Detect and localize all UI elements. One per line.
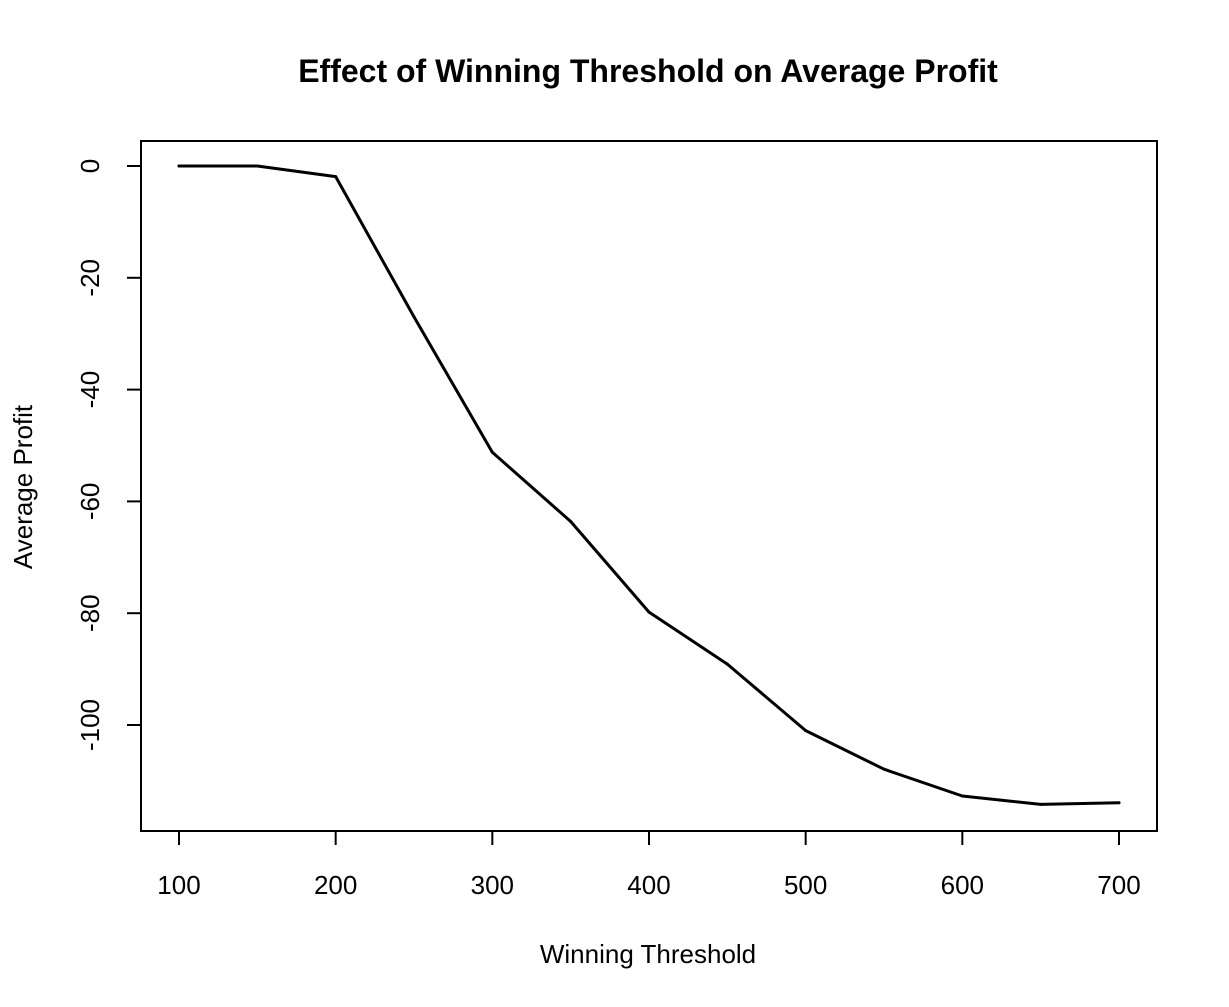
data-point <box>255 164 259 168</box>
x-tick-label: 200 <box>314 870 357 900</box>
data-point <box>177 164 181 168</box>
data-point <box>725 662 729 666</box>
x-axis-label: Winning Threshold <box>540 939 756 969</box>
data-point <box>882 767 886 771</box>
data-point <box>412 315 416 319</box>
data-point <box>960 794 964 798</box>
y-tick-label: -100 <box>75 699 105 751</box>
x-tick-label: 300 <box>471 870 514 900</box>
data-point <box>804 729 808 733</box>
y-tick-label: -60 <box>75 483 105 521</box>
y-tick-label: -20 <box>75 259 105 297</box>
data-point <box>1039 802 1043 806</box>
x-tick-label: 100 <box>157 870 200 900</box>
data-point <box>334 175 338 179</box>
plot-frame <box>140 140 1158 832</box>
x-tick-label: 500 <box>784 870 827 900</box>
y-axis-label: Average Profit <box>8 404 38 569</box>
y-tick-label: -80 <box>75 594 105 632</box>
x-tick-label: 700 <box>1097 870 1140 900</box>
y-tick-label: -40 <box>75 371 105 409</box>
data-point <box>647 610 651 614</box>
x-axis: 100 200 300 400 500 600 700 <box>157 830 1141 900</box>
x-tick-label: 400 <box>627 870 670 900</box>
data-point <box>490 450 494 454</box>
y-tick-label: 0 <box>75 159 105 173</box>
data-point <box>569 520 573 524</box>
series-line <box>177 164 1121 806</box>
y-axis: 0 -20 -40 -60 -80 -100 <box>75 159 142 751</box>
chart-title: Effect of Winning Threshold on Average P… <box>298 53 998 89</box>
x-tick-label: 600 <box>941 870 984 900</box>
data-point <box>1117 801 1121 805</box>
series-layer <box>177 164 1121 806</box>
